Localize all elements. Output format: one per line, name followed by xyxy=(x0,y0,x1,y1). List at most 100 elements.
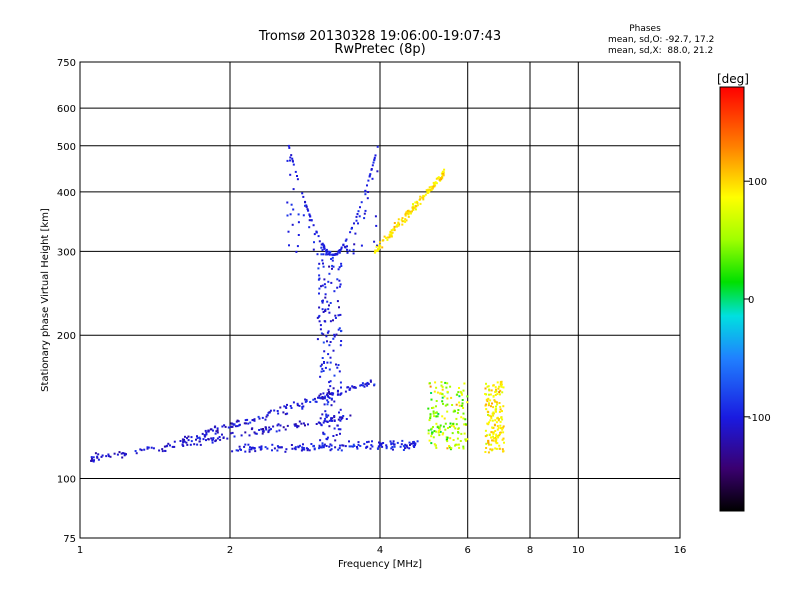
data-point xyxy=(331,253,334,256)
chart-subtitle: RwPretec (8p) xyxy=(334,42,425,57)
data-point xyxy=(218,436,221,438)
data-point xyxy=(318,240,321,243)
data-point xyxy=(249,421,252,424)
data-point xyxy=(485,382,487,385)
data-point xyxy=(400,443,403,446)
data-point xyxy=(296,245,299,248)
data-point xyxy=(387,236,390,239)
data-point xyxy=(488,402,490,405)
data-point xyxy=(429,417,432,420)
data-point xyxy=(446,410,449,413)
data-point xyxy=(278,429,281,432)
data-point xyxy=(307,209,309,212)
data-point xyxy=(452,410,455,413)
data-point xyxy=(495,447,498,450)
data-point xyxy=(428,190,431,193)
x-tick-label: 6 xyxy=(465,545,471,556)
data-point xyxy=(353,222,355,225)
data-point xyxy=(414,444,416,447)
data-point xyxy=(237,420,240,423)
data-point xyxy=(325,248,328,251)
data-point xyxy=(408,212,411,215)
data-point xyxy=(319,439,322,442)
data-point xyxy=(439,424,442,427)
data-point xyxy=(495,390,498,393)
data-point xyxy=(363,442,366,445)
data-point xyxy=(441,385,444,388)
data-point xyxy=(305,400,308,403)
data-point xyxy=(455,423,458,426)
data-point xyxy=(346,248,348,251)
data-point xyxy=(487,411,490,414)
data-point xyxy=(340,416,343,419)
data-point xyxy=(341,416,344,419)
data-point xyxy=(438,434,441,437)
data-point xyxy=(486,385,489,388)
data-point xyxy=(402,449,405,451)
data-point xyxy=(404,447,406,450)
data-point xyxy=(302,422,305,425)
data-point xyxy=(401,217,404,220)
data-point xyxy=(248,448,251,451)
data-point xyxy=(329,443,332,446)
data-point xyxy=(327,280,330,283)
data-point xyxy=(90,456,93,459)
data-point xyxy=(390,235,393,238)
data-point xyxy=(454,443,457,446)
data-point xyxy=(264,426,267,429)
data-point xyxy=(301,406,304,409)
data-point xyxy=(434,411,437,414)
data-point xyxy=(248,434,251,437)
data-point xyxy=(253,431,256,434)
data-point xyxy=(275,430,278,433)
data-point xyxy=(435,415,438,418)
data-point xyxy=(499,424,502,427)
data-point xyxy=(338,411,340,414)
data-point xyxy=(335,434,338,436)
data-point xyxy=(370,444,373,447)
data-point xyxy=(318,447,320,450)
data-point xyxy=(458,395,461,398)
data-point xyxy=(319,397,322,400)
data-point xyxy=(320,253,323,256)
data-point xyxy=(254,450,257,453)
data-point xyxy=(465,439,467,442)
data-point xyxy=(490,431,493,434)
data-point xyxy=(413,446,416,448)
data-point xyxy=(367,191,370,193)
data-point xyxy=(107,455,110,458)
data-point xyxy=(334,317,337,319)
data-point xyxy=(296,404,299,407)
data-point xyxy=(404,443,407,446)
data-point xyxy=(326,403,329,406)
data-point xyxy=(441,174,444,177)
data-point xyxy=(440,178,443,181)
data-point xyxy=(122,452,124,455)
data-point xyxy=(427,407,430,410)
data-point xyxy=(324,293,327,296)
data-point xyxy=(488,443,490,446)
data-point xyxy=(391,446,394,448)
data-point xyxy=(402,444,405,447)
data-point xyxy=(323,247,326,250)
data-point xyxy=(317,396,319,399)
data-point xyxy=(432,410,435,413)
data-point xyxy=(463,382,466,385)
data-point xyxy=(340,247,343,250)
data-point xyxy=(322,243,325,246)
data-point xyxy=(488,393,490,396)
data-point xyxy=(318,314,321,317)
x-tick-label: 1 xyxy=(77,545,83,556)
data-point xyxy=(433,390,436,393)
data-point xyxy=(158,449,161,452)
data-point xyxy=(441,388,444,391)
data-point xyxy=(332,319,334,322)
data-point xyxy=(437,176,440,179)
data-point xyxy=(326,340,328,343)
colorbar xyxy=(719,86,745,512)
data-point xyxy=(373,383,376,386)
data-point xyxy=(495,408,498,411)
data-point xyxy=(353,386,356,389)
data-point xyxy=(492,395,495,398)
data-point xyxy=(333,427,336,430)
